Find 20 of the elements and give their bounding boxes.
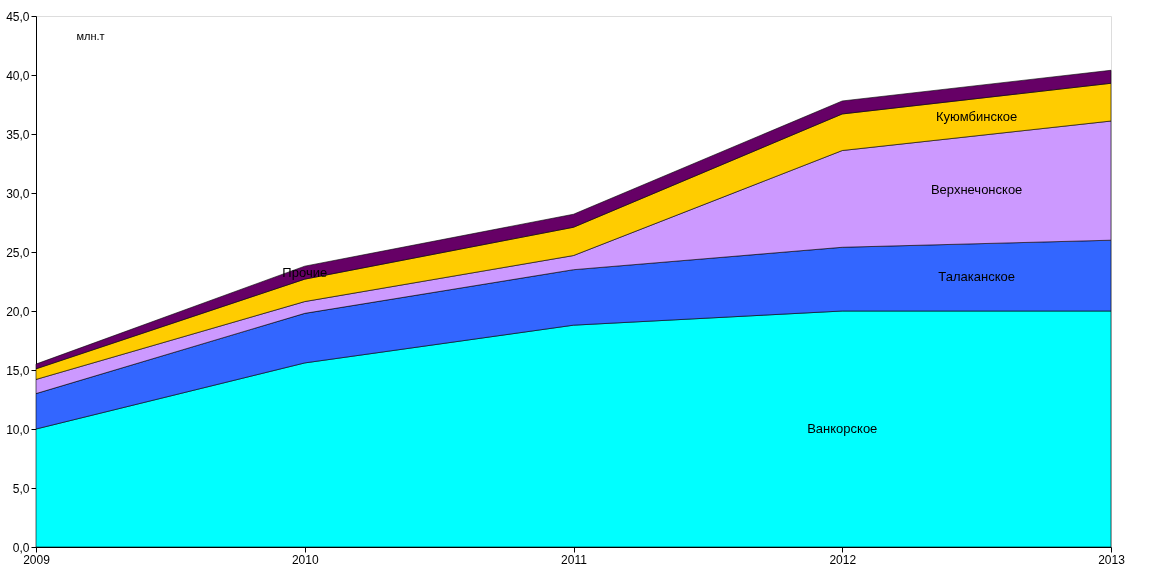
x-tick-label: 2012: [829, 552, 857, 567]
y-tick-label: 45,0: [6, 9, 30, 24]
y-tick-label: 40,0: [6, 68, 30, 83]
x-tick-label: 2009: [23, 552, 51, 567]
y-tick-label: 15,0: [6, 363, 30, 378]
series-label: Прочие: [282, 264, 328, 280]
y-tick-label: 0,0: [12, 540, 30, 555]
y-tick-label: 10,0: [6, 422, 30, 437]
series-label: Куюмбинское: [936, 109, 1018, 125]
y-tick-label: 25,0: [6, 245, 30, 260]
y-tick-label: 5,0: [12, 481, 30, 496]
y-axis-title: млн.т: [76, 29, 105, 42]
x-tick-label: 2011: [561, 552, 588, 567]
x-tick-label: 2010: [291, 552, 319, 567]
x-tick-label: 2013: [1098, 552, 1126, 567]
y-tick-label: 30,0: [6, 186, 30, 201]
y-tick-label: 35,0: [6, 127, 30, 142]
y-tick-label: 20,0: [6, 304, 30, 319]
series-label: Талаканское: [938, 269, 1015, 285]
series-label: Верхнечонское: [930, 181, 1023, 197]
